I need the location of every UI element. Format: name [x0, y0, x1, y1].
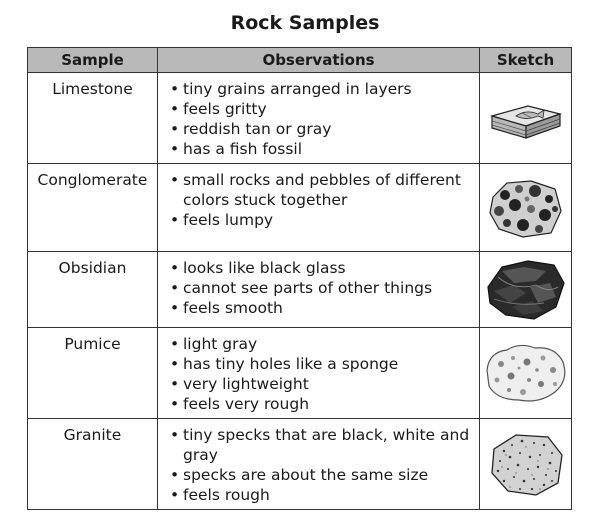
observation-item: feels gritty [170, 99, 475, 119]
sample-name: Obsidian [27, 251, 158, 328]
observations-cell: light gray has tiny holes like a sponge … [157, 327, 480, 419]
observations-cell: tiny specks that are black, white and gr… [157, 418, 480, 510]
table-row-conglomerate: Conglomerate small rocks and pebbles of … [27, 163, 572, 252]
observation-list: tiny grains arranged in layers feels gri… [170, 79, 475, 159]
observation-list: tiny specks that are black, white and gr… [170, 425, 475, 505]
observations-cell: tiny grains arranged in layers feels gri… [157, 72, 480, 164]
observation-item: feels very rough [170, 394, 475, 414]
rock-samples-table: Sample Observations Sketch Limestone tin… [27, 47, 572, 510]
observation-item: very lightweight [170, 374, 475, 394]
observation-item: tiny grains arranged in layers [170, 79, 475, 99]
sample-name: Limestone [27, 72, 158, 164]
observation-list: light gray has tiny holes like a sponge … [170, 334, 475, 414]
table-row-granite: Granite tiny specks that are black, whit… [27, 418, 572, 510]
observation-item: has tiny holes like a sponge [170, 354, 475, 374]
observation-item: looks like black glass [170, 258, 475, 278]
obsidian-rock-icon [486, 259, 565, 320]
sample-name: Granite [27, 418, 158, 510]
table-row-pumice: Pumice light gray has tiny holes like a … [27, 327, 572, 419]
observation-item: specks are about the same size [170, 465, 475, 485]
observation-item: light gray [170, 334, 475, 354]
observation-list: looks like black glass cannot see parts … [170, 258, 475, 318]
sketch-cell [479, 251, 572, 328]
observation-item: feels smooth [170, 298, 475, 318]
sketch-cell [479, 327, 572, 419]
observation-item: has a fish fossil [170, 139, 475, 159]
header-sketch: Sketch [479, 47, 572, 73]
observation-list: small rocks and pebbles of different col… [170, 170, 475, 230]
observation-item: feels rough [170, 485, 475, 505]
observation-item: cannot see parts of other things [170, 278, 475, 298]
observation-item: reddish tan or gray [170, 119, 475, 139]
limestone-rock-icon [489, 105, 562, 139]
header-observations: Observations [157, 47, 480, 73]
observation-item: tiny specks that are black, white and gr… [170, 425, 475, 465]
conglomerate-rock-icon [488, 179, 562, 238]
table-row-limestone: Limestone tiny grains arranged in layers… [27, 72, 572, 164]
header-sample: Sample [27, 47, 158, 73]
observations-cell: looks like black glass cannot see parts … [157, 251, 480, 328]
sample-name: Conglomerate [27, 163, 158, 252]
sketch-cell [479, 418, 572, 510]
observation-item: feels lumpy [170, 210, 475, 230]
pumice-rock-icon [485, 344, 565, 402]
table-header-row: Sample Observations Sketch [27, 47, 572, 73]
table-row-obsidian: Obsidian looks like black glass cannot s… [27, 251, 572, 328]
granite-rock-icon [490, 434, 563, 496]
sketch-cell [479, 163, 572, 252]
sketch-cell [479, 72, 572, 164]
page-title: Rock Samples [230, 12, 380, 34]
observations-cell: small rocks and pebbles of different col… [157, 163, 480, 252]
sample-name: Pumice [27, 327, 158, 419]
observation-item: small rocks and pebbles of different col… [170, 170, 475, 210]
